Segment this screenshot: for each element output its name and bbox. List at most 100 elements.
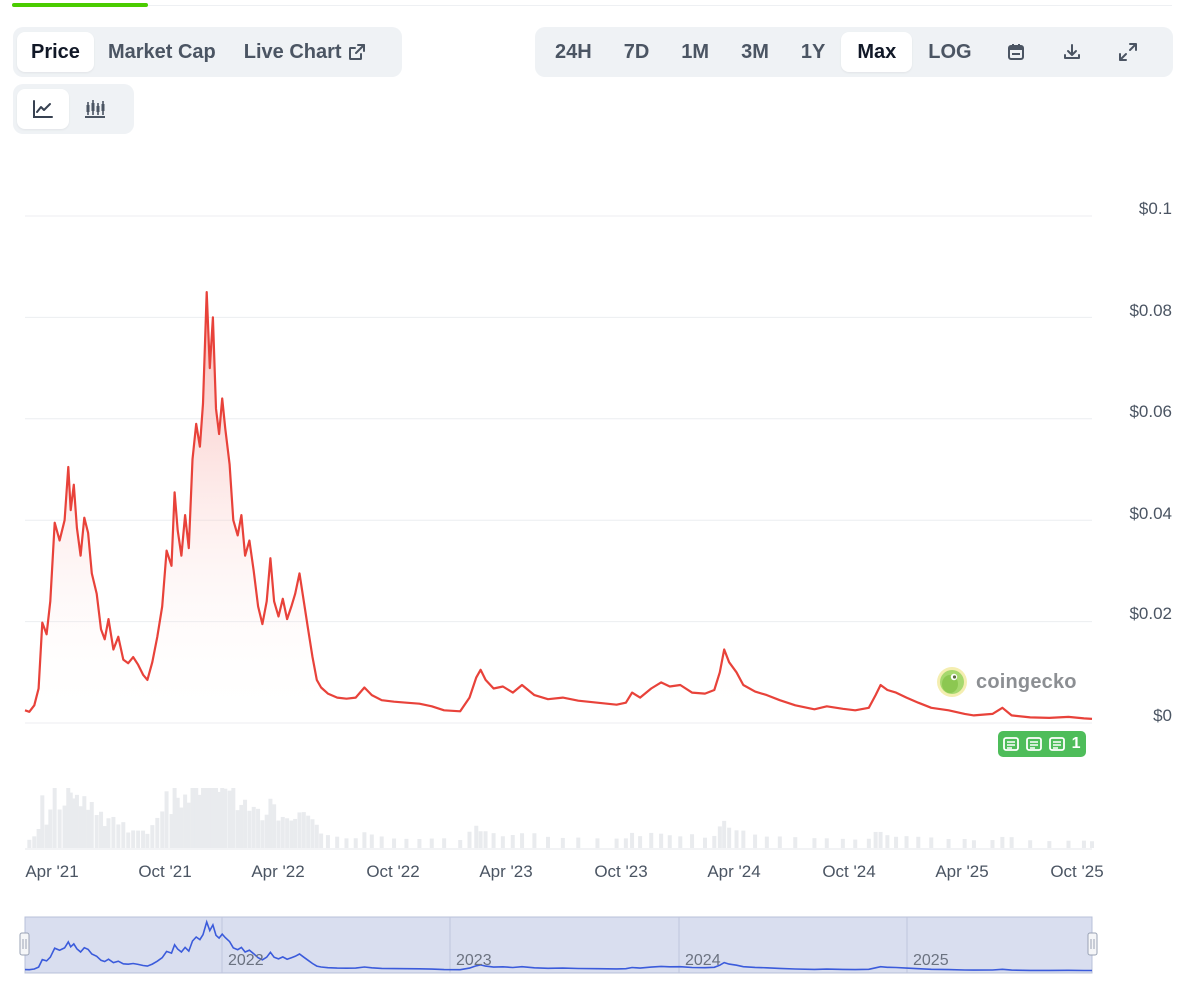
volume-bar	[160, 811, 165, 848]
gecko-logo-icon	[936, 666, 968, 698]
range-3m-label: 3M	[741, 41, 769, 63]
x-tick-label: Oct '25	[1050, 862, 1104, 881]
x-tick-label: Apr '23	[479, 862, 533, 881]
range-max-button[interactable]: Max	[841, 32, 913, 72]
x-tick-label: Oct '21	[138, 862, 192, 881]
volume-bar	[141, 830, 146, 848]
range-24h-label: 24H	[555, 41, 592, 63]
volume-bar	[48, 809, 53, 848]
line-chart-button[interactable]	[17, 89, 69, 129]
download-button[interactable]	[1044, 32, 1100, 72]
volume-bar	[62, 805, 67, 848]
volume-bar	[68, 792, 73, 848]
x-tick-label: Apr '22	[251, 862, 305, 881]
volume-bar	[335, 836, 340, 848]
volume-bar	[500, 836, 505, 848]
volume-bar	[272, 804, 277, 848]
volume-bar	[678, 836, 683, 848]
range-1m-button[interactable]: 1M	[665, 32, 725, 72]
fullscreen-button[interactable]	[1100, 32, 1156, 72]
volume-bar	[442, 838, 447, 848]
volume-bar	[962, 839, 967, 848]
tab-live-chart[interactable]: Live Chart	[230, 32, 380, 72]
volume-bar	[235, 810, 240, 848]
volume-bar	[319, 833, 324, 848]
volume-bar	[106, 818, 111, 848]
volume-bar	[194, 788, 199, 848]
volume-bar	[722, 820, 727, 848]
volume-bar	[314, 824, 319, 848]
navigator-year-label: 2024	[685, 952, 721, 969]
volume-bar	[223, 788, 228, 848]
log-scale-button[interactable]: LOG	[912, 32, 987, 72]
volume-bar	[404, 838, 409, 848]
navigator-left-handle[interactable]	[19, 932, 30, 956]
volume-bar	[325, 835, 330, 848]
range-1y-button[interactable]: 1Y	[785, 32, 841, 72]
volume-bar	[44, 824, 49, 848]
volume-bar	[753, 834, 758, 848]
volume-bar	[220, 788, 225, 848]
volume-bar	[78, 806, 83, 848]
volume-bar	[853, 839, 858, 848]
range-3m-button[interactable]: 3M	[725, 32, 785, 72]
volume-bar	[201, 788, 206, 848]
volume-bar	[690, 834, 695, 848]
y-tick-label: $0	[1153, 706, 1172, 725]
volume-bar	[885, 835, 890, 848]
x-tick-label: Apr '24	[707, 862, 761, 881]
active-section-indicator	[12, 3, 148, 7]
volume-bar	[150, 825, 155, 848]
volume-bar	[36, 829, 41, 848]
news-count: 1	[1071, 735, 1081, 752]
volume-bar	[990, 840, 995, 848]
volume-bar	[392, 838, 397, 848]
volume-bar	[57, 809, 62, 848]
volume-bar	[207, 788, 212, 848]
volume-bar	[659, 833, 664, 848]
volume-bar	[478, 831, 483, 848]
volume-bar	[971, 840, 976, 848]
range-1m-label: 1M	[681, 41, 710, 63]
candlestick-chart-button[interactable]	[69, 89, 121, 129]
newspaper-icon	[1049, 736, 1067, 752]
volume-bar	[121, 822, 126, 848]
range-7d-button[interactable]: 7D	[608, 32, 666, 72]
volume-bar	[638, 836, 643, 848]
calendar-button[interactable]	[988, 32, 1044, 72]
volume-bar	[289, 820, 294, 848]
tab-price[interactable]: Price	[17, 32, 94, 72]
volume-bar	[344, 838, 349, 848]
volume-bar	[251, 806, 256, 848]
x-tick-label: Apr '21	[25, 862, 79, 881]
volume-bar	[576, 837, 581, 848]
range-1y-label: 1Y	[800, 41, 826, 63]
volume-bar	[217, 791, 222, 848]
download-icon	[1062, 42, 1082, 62]
volume-bar	[204, 788, 209, 848]
volume-bar	[623, 838, 628, 848]
range-7d-label: 7D	[623, 41, 650, 63]
volume-bar	[717, 826, 722, 848]
y-tick-label: $0.04	[1129, 504, 1172, 523]
volume-bar	[306, 815, 311, 848]
watermark-text: coingecko	[976, 670, 1077, 693]
volume-bar	[840, 838, 845, 848]
navigator-right-handle[interactable]	[1087, 932, 1098, 956]
volume-bar	[239, 804, 244, 848]
volume-bar	[703, 837, 708, 848]
navigator-line	[24, 919, 1092, 972]
volume-bar	[649, 832, 654, 848]
tab-market-cap[interactable]: Market Cap	[94, 32, 230, 72]
volume-bar	[310, 819, 315, 848]
news-badge[interactable]: 1	[998, 731, 1086, 757]
volume-bar	[264, 814, 269, 848]
volume-bar	[866, 838, 871, 848]
volume-bar	[86, 809, 91, 848]
volume-bar	[595, 838, 600, 848]
navigator-year-label: 2022	[228, 952, 264, 969]
range-24h-button[interactable]: 24H	[539, 32, 608, 72]
volume-bar	[227, 790, 232, 848]
volume-bar	[231, 788, 236, 848]
